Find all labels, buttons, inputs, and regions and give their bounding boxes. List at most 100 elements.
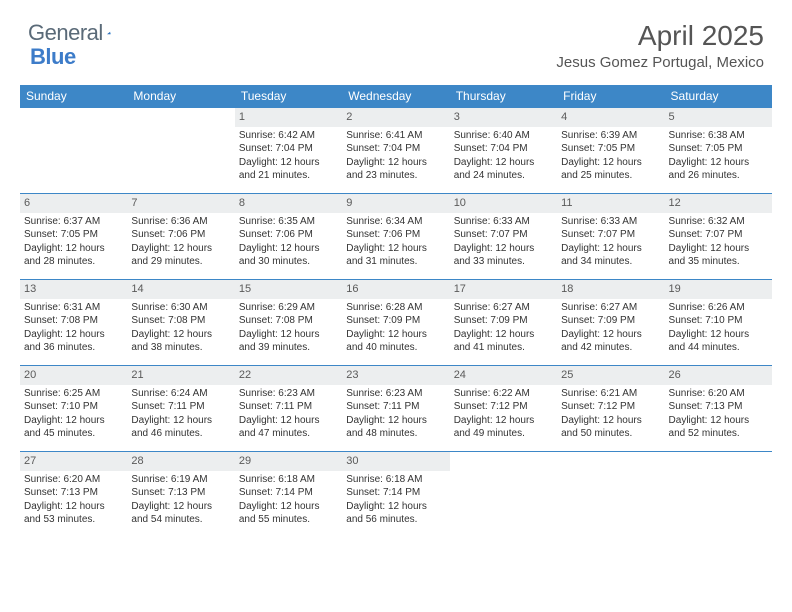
calendar-cell: 11Sunrise: 6:33 AMSunset: 7:07 PMDayligh…: [557, 194, 664, 280]
weekday-header: Tuesday: [235, 85, 342, 108]
day-number: 25: [557, 366, 664, 385]
day-number: 5: [665, 108, 772, 127]
calendar-cell: [665, 452, 772, 538]
location: Jesus Gomez Portugal, Mexico: [556, 54, 764, 71]
calendar-cell: [557, 452, 664, 538]
calendar-row: 1Sunrise: 6:42 AMSunset: 7:04 PMDaylight…: [20, 108, 772, 194]
calendar-cell: 25Sunrise: 6:21 AMSunset: 7:12 PMDayligh…: [557, 366, 664, 452]
day-details: Sunrise: 6:33 AMSunset: 7:07 PMDaylight:…: [450, 213, 557, 273]
day-details: Sunrise: 6:23 AMSunset: 7:11 PMDaylight:…: [235, 385, 342, 445]
day-number: 21: [127, 366, 234, 385]
day-details: Sunrise: 6:21 AMSunset: 7:12 PMDaylight:…: [557, 385, 664, 445]
page-header: General April 2025 Jesus Gomez Portugal,…: [0, 0, 792, 79]
calendar-cell: 3Sunrise: 6:40 AMSunset: 7:04 PMDaylight…: [450, 108, 557, 194]
calendar-cell: 10Sunrise: 6:33 AMSunset: 7:07 PMDayligh…: [450, 194, 557, 280]
day-number: 27: [20, 452, 127, 471]
calendar-cell: 22Sunrise: 6:23 AMSunset: 7:11 PMDayligh…: [235, 366, 342, 452]
weekday-header: Thursday: [450, 85, 557, 108]
day-number: 11: [557, 194, 664, 213]
day-details: Sunrise: 6:36 AMSunset: 7:06 PMDaylight:…: [127, 213, 234, 273]
day-number: 14: [127, 280, 234, 299]
calendar-cell: 23Sunrise: 6:23 AMSunset: 7:11 PMDayligh…: [342, 366, 449, 452]
day-number: 20: [20, 366, 127, 385]
day-number: 28: [127, 452, 234, 471]
calendar-table: SundayMondayTuesdayWednesdayThursdayFrid…: [20, 85, 772, 538]
calendar-cell: [127, 108, 234, 194]
calendar-row: 6Sunrise: 6:37 AMSunset: 7:05 PMDaylight…: [20, 194, 772, 280]
calendar-cell: 7Sunrise: 6:36 AMSunset: 7:06 PMDaylight…: [127, 194, 234, 280]
day-number: 10: [450, 194, 557, 213]
day-number: 24: [450, 366, 557, 385]
day-details: Sunrise: 6:25 AMSunset: 7:10 PMDaylight:…: [20, 385, 127, 445]
calendar-cell: 24Sunrise: 6:22 AMSunset: 7:12 PMDayligh…: [450, 366, 557, 452]
calendar-cell: 2Sunrise: 6:41 AMSunset: 7:04 PMDaylight…: [342, 108, 449, 194]
day-details: Sunrise: 6:22 AMSunset: 7:12 PMDaylight:…: [450, 385, 557, 445]
day-number: 12: [665, 194, 772, 213]
logo: General: [28, 20, 133, 46]
day-number: 8: [235, 194, 342, 213]
calendar-head: SundayMondayTuesdayWednesdayThursdayFrid…: [20, 85, 772, 108]
calendar-cell: 26Sunrise: 6:20 AMSunset: 7:13 PMDayligh…: [665, 366, 772, 452]
day-number: 15: [235, 280, 342, 299]
day-number: 1: [235, 108, 342, 127]
day-details: Sunrise: 6:23 AMSunset: 7:11 PMDaylight:…: [342, 385, 449, 445]
calendar-cell: 5Sunrise: 6:38 AMSunset: 7:05 PMDaylight…: [665, 108, 772, 194]
logo-text-1: General: [28, 20, 103, 46]
day-details: Sunrise: 6:28 AMSunset: 7:09 PMDaylight:…: [342, 299, 449, 359]
calendar-cell: 28Sunrise: 6:19 AMSunset: 7:13 PMDayligh…: [127, 452, 234, 538]
day-number: 16: [342, 280, 449, 299]
calendar-cell: 4Sunrise: 6:39 AMSunset: 7:05 PMDaylight…: [557, 108, 664, 194]
calendar-cell: 19Sunrise: 6:26 AMSunset: 7:10 PMDayligh…: [665, 280, 772, 366]
day-details: Sunrise: 6:19 AMSunset: 7:13 PMDaylight:…: [127, 471, 234, 531]
day-number: 17: [450, 280, 557, 299]
calendar-cell: 15Sunrise: 6:29 AMSunset: 7:08 PMDayligh…: [235, 280, 342, 366]
calendar-cell: 16Sunrise: 6:28 AMSunset: 7:09 PMDayligh…: [342, 280, 449, 366]
calendar-cell: 13Sunrise: 6:31 AMSunset: 7:08 PMDayligh…: [20, 280, 127, 366]
calendar-row: 13Sunrise: 6:31 AMSunset: 7:08 PMDayligh…: [20, 280, 772, 366]
day-details: Sunrise: 6:20 AMSunset: 7:13 PMDaylight:…: [665, 385, 772, 445]
calendar-cell: 1Sunrise: 6:42 AMSunset: 7:04 PMDaylight…: [235, 108, 342, 194]
day-number: 29: [235, 452, 342, 471]
calendar-cell: 30Sunrise: 6:18 AMSunset: 7:14 PMDayligh…: [342, 452, 449, 538]
logo-text-2: Blue: [30, 44, 76, 69]
weekday-header: Monday: [127, 85, 234, 108]
day-details: Sunrise: 6:35 AMSunset: 7:06 PMDaylight:…: [235, 213, 342, 273]
day-details: Sunrise: 6:18 AMSunset: 7:14 PMDaylight:…: [342, 471, 449, 531]
day-details: Sunrise: 6:41 AMSunset: 7:04 PMDaylight:…: [342, 127, 449, 187]
day-number: 6: [20, 194, 127, 213]
day-details: Sunrise: 6:26 AMSunset: 7:10 PMDaylight:…: [665, 299, 772, 359]
day-details: Sunrise: 6:29 AMSunset: 7:08 PMDaylight:…: [235, 299, 342, 359]
logo-line2: Blue: [30, 44, 76, 70]
calendar-cell: [20, 108, 127, 194]
calendar-cell: 6Sunrise: 6:37 AMSunset: 7:05 PMDaylight…: [20, 194, 127, 280]
weekday-header: Saturday: [665, 85, 772, 108]
day-details: Sunrise: 6:24 AMSunset: 7:11 PMDaylight:…: [127, 385, 234, 445]
weekday-header: Sunday: [20, 85, 127, 108]
calendar-cell: 12Sunrise: 6:32 AMSunset: 7:07 PMDayligh…: [665, 194, 772, 280]
day-number: 18: [557, 280, 664, 299]
day-number: 4: [557, 108, 664, 127]
weekday-header: Friday: [557, 85, 664, 108]
day-details: Sunrise: 6:33 AMSunset: 7:07 PMDaylight:…: [557, 213, 664, 273]
calendar-cell: 21Sunrise: 6:24 AMSunset: 7:11 PMDayligh…: [127, 366, 234, 452]
day-details: Sunrise: 6:18 AMSunset: 7:14 PMDaylight:…: [235, 471, 342, 531]
day-details: Sunrise: 6:27 AMSunset: 7:09 PMDaylight:…: [450, 299, 557, 359]
calendar-row: 27Sunrise: 6:20 AMSunset: 7:13 PMDayligh…: [20, 452, 772, 538]
day-details: Sunrise: 6:31 AMSunset: 7:08 PMDaylight:…: [20, 299, 127, 359]
day-number: 22: [235, 366, 342, 385]
day-details: Sunrise: 6:38 AMSunset: 7:05 PMDaylight:…: [665, 127, 772, 187]
day-number: 30: [342, 452, 449, 471]
title-block: April 2025 Jesus Gomez Portugal, Mexico: [556, 20, 764, 71]
day-number: 9: [342, 194, 449, 213]
calendar-cell: 17Sunrise: 6:27 AMSunset: 7:09 PMDayligh…: [450, 280, 557, 366]
day-number: 7: [127, 194, 234, 213]
calendar-cell: [450, 452, 557, 538]
calendar-row: 20Sunrise: 6:25 AMSunset: 7:10 PMDayligh…: [20, 366, 772, 452]
day-details: Sunrise: 6:34 AMSunset: 7:06 PMDaylight:…: [342, 213, 449, 273]
calendar-cell: 18Sunrise: 6:27 AMSunset: 7:09 PMDayligh…: [557, 280, 664, 366]
day-details: Sunrise: 6:37 AMSunset: 7:05 PMDaylight:…: [20, 213, 127, 273]
logo-triangle-icon: [107, 24, 111, 42]
day-details: Sunrise: 6:30 AMSunset: 7:08 PMDaylight:…: [127, 299, 234, 359]
day-details: Sunrise: 6:42 AMSunset: 7:04 PMDaylight:…: [235, 127, 342, 187]
day-details: Sunrise: 6:39 AMSunset: 7:05 PMDaylight:…: [557, 127, 664, 187]
